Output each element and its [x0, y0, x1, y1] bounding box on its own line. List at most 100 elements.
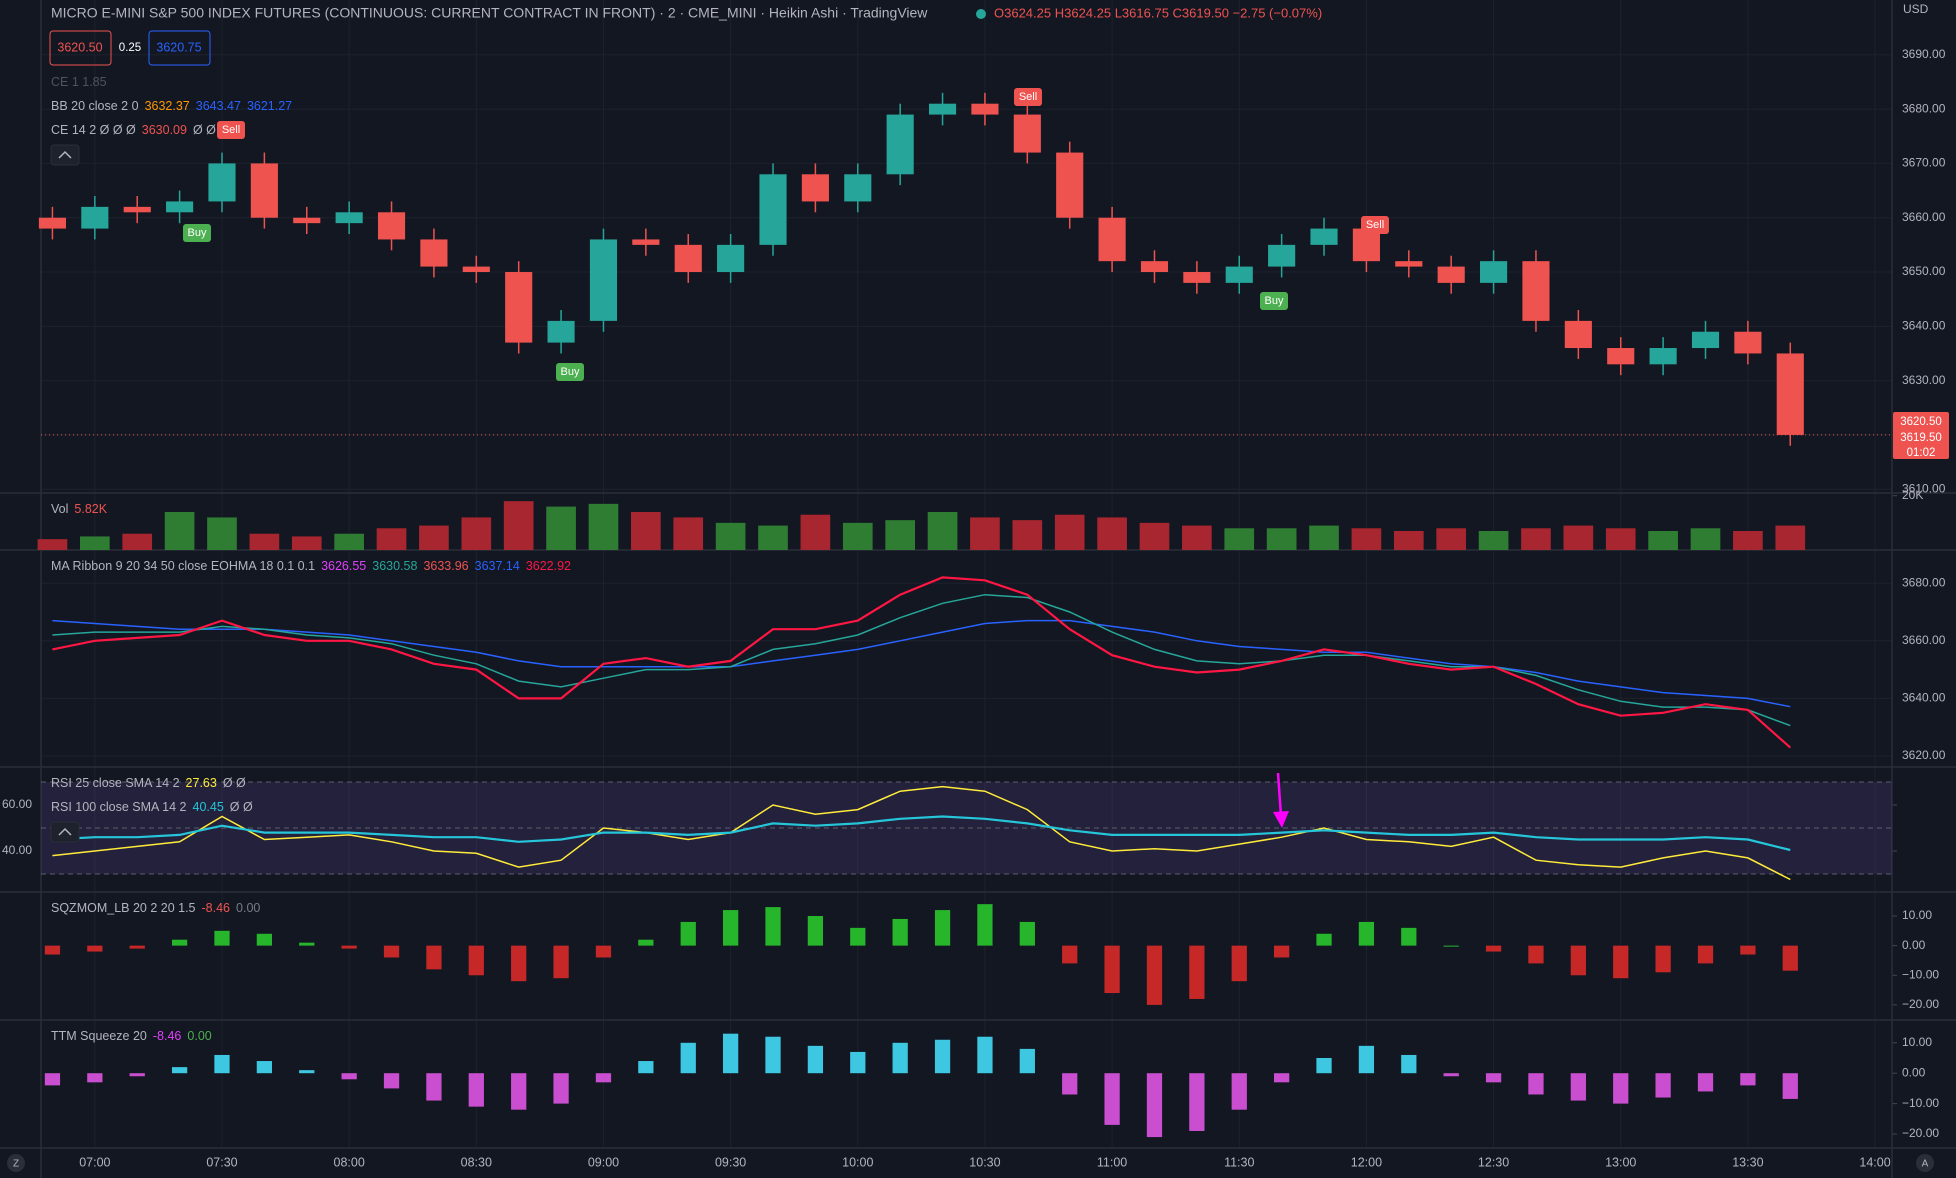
candle-body	[1183, 272, 1211, 283]
candle-body	[1395, 261, 1423, 267]
histogram-bar	[383, 945, 400, 958]
histogram-bar	[1443, 945, 1459, 947]
histogram-bar	[1697, 1073, 1714, 1092]
volume-bar	[376, 528, 407, 550]
volume-bar	[1393, 531, 1424, 550]
candle-body	[1268, 244, 1296, 267]
legend-item: Ø Ø	[230, 800, 253, 814]
volume-bar	[1563, 525, 1594, 550]
legend-item: 0.00	[187, 1029, 211, 1043]
histogram-bar	[426, 1073, 442, 1101]
auto-scale-button[interactable]: A	[1916, 1154, 1934, 1172]
y-tick-label: 3660.00	[1902, 210, 1946, 224]
candle-body	[505, 272, 533, 343]
histogram-bar	[680, 921, 696, 946]
signal-badge	[556, 363, 584, 381]
y-tick-label: −20.00	[1902, 1126, 1939, 1140]
x-tick-label: 12:00	[1351, 1155, 1382, 1169]
candle-body	[1776, 353, 1804, 435]
volume-bar	[673, 517, 704, 550]
volume-bar	[164, 512, 195, 550]
y-tick-label: 3670.00	[1902, 156, 1946, 170]
price-tag	[1893, 412, 1949, 459]
x-tick-label: 11:00	[1097, 1155, 1127, 1169]
ask-price[interactable]: 3620.75	[156, 40, 201, 54]
y-tick-label: 3680.00	[1902, 575, 1946, 589]
histogram-bar	[892, 918, 908, 946]
sell-button[interactable]	[49, 30, 112, 66]
histogram-bar	[1231, 945, 1247, 982]
histogram-bar	[1189, 945, 1205, 999]
volume-bar	[1521, 528, 1551, 550]
svg-text:A: A	[1922, 1159, 1929, 1170]
buy-button[interactable]	[148, 30, 211, 66]
legend-item: 3630.58	[372, 559, 417, 573]
histogram-bar	[1570, 1073, 1586, 1101]
timezone-button[interactable]: Z	[7, 1154, 25, 1172]
volume-bar	[334, 533, 364, 550]
histogram-bar	[934, 1039, 951, 1074]
y-tick-label: 0.00	[1902, 1065, 1926, 1079]
y-tick-label: 40.00	[2, 843, 32, 857]
histogram-bar	[256, 1061, 273, 1074]
signal-badge	[1014, 88, 1042, 106]
y-tick-label: 0.00	[1902, 938, 1926, 952]
histogram-bar	[511, 1073, 527, 1110]
histogram-bar	[1062, 1073, 1078, 1095]
histogram-bar	[468, 945, 484, 976]
legend-item: CE 14 2 Ø Ø Ø	[51, 123, 136, 137]
histogram-bar	[1401, 927, 1417, 946]
candle-body	[208, 163, 236, 202]
candle-body	[166, 201, 194, 213]
legend-item: TTM Squeeze 20	[51, 1029, 147, 1043]
histogram-bar	[1316, 1058, 1332, 1074]
histogram-bar	[214, 1054, 230, 1074]
grid	[41, 0, 1897, 1148]
x-tick-label: 10:00	[842, 1155, 873, 1169]
histogram-bar	[807, 916, 824, 946]
candle-body	[123, 206, 151, 213]
histogram-bar	[1570, 945, 1586, 976]
candle-body	[293, 217, 321, 224]
candle-body	[462, 266, 490, 273]
legend: Vol 5.82K	[51, 502, 108, 516]
legend-item: 40.45	[193, 800, 224, 814]
volume-bar	[546, 506, 576, 550]
histogram-bar	[341, 1073, 357, 1080]
x-tick-label: 11:30	[1224, 1155, 1254, 1169]
candle-body	[1564, 320, 1592, 349]
x-tick-label: 13:00	[1605, 1155, 1636, 1169]
legend: MA Ribbon 9 20 34 50 close EOHMA 18 0.1 …	[51, 559, 571, 573]
close-price: 3619.50	[1900, 432, 1942, 444]
histogram-bar	[1274, 945, 1290, 958]
volume-bar	[588, 503, 619, 550]
symbol-title: MICRO E-MINI S&P 500 INDEX FUTURES (CONT…	[51, 5, 928, 21]
legend-item: CE 1 1.85	[51, 75, 107, 89]
candle-body	[38, 217, 67, 229]
collapse-button[interactable]	[50, 821, 80, 843]
histogram-bar	[1528, 1073, 1544, 1095]
histogram-bar	[1231, 1073, 1247, 1110]
histogram-bar	[1782, 1073, 1798, 1099]
volume-bar	[1266, 528, 1297, 550]
volume-bar	[800, 514, 831, 550]
histogram-bar	[1019, 921, 1035, 946]
volume-bar	[1012, 520, 1043, 550]
collapse-button[interactable]	[50, 144, 80, 166]
signal-badge	[1361, 216, 1389, 234]
histogram-bar	[1146, 1073, 1163, 1138]
histogram-bar	[426, 945, 442, 970]
histogram-bar	[553, 1073, 569, 1104]
y-tick-label: 10.00	[1902, 908, 1932, 922]
legend-item: 3632.37	[145, 99, 190, 113]
histogram-bar	[468, 1073, 484, 1107]
x-tick-label: 13:30	[1732, 1155, 1763, 1169]
candle-body	[1098, 217, 1126, 262]
histogram-bar	[638, 939, 654, 946]
candle-body	[335, 212, 363, 224]
legend-item: 3643.47	[196, 99, 241, 113]
bid-price[interactable]: 3620.50	[57, 40, 102, 54]
histogram-bar	[214, 930, 230, 946]
legend-item: MA Ribbon 9 20 34 50 close EOHMA 18 0.1 …	[51, 559, 315, 573]
signal-badge	[183, 224, 211, 242]
